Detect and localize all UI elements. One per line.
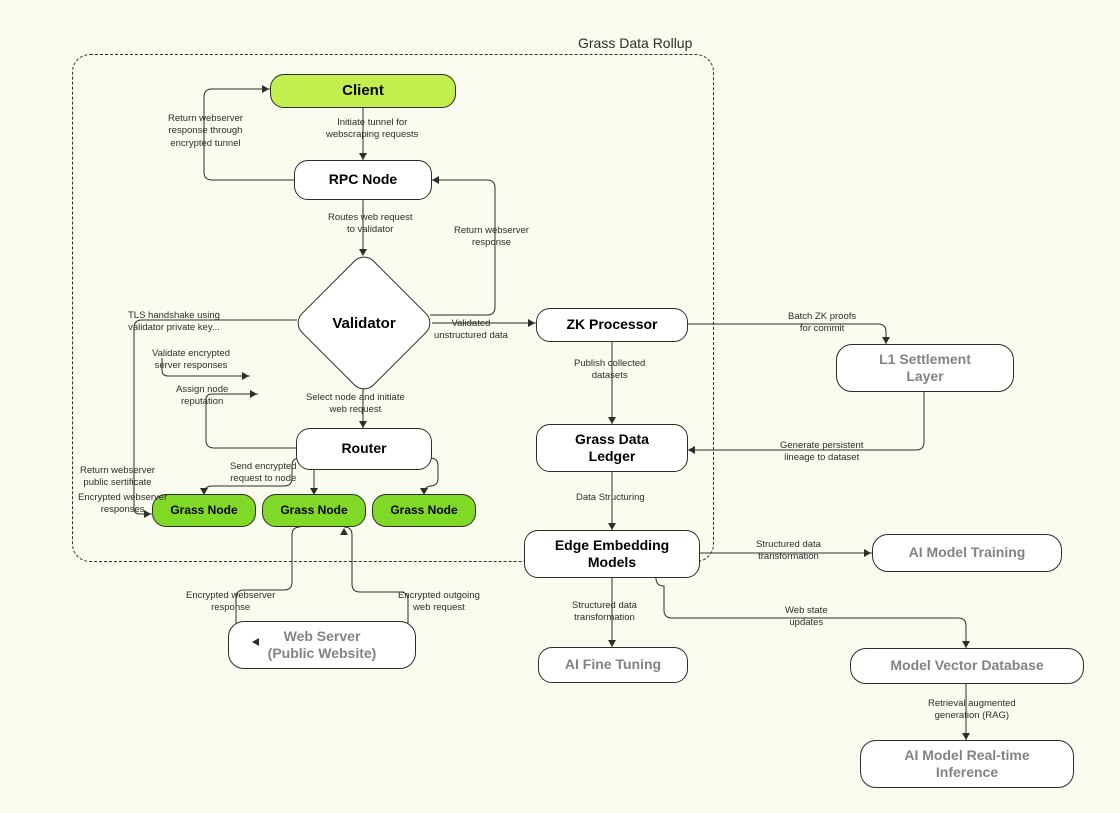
edge-label: Return webserver public sertificate	[80, 465, 155, 490]
edge-label: Batch ZK proofs for commit	[788, 311, 856, 336]
edge-label: Validated unstructured data	[434, 318, 508, 343]
edge-label: Publish collected datasets	[574, 358, 645, 383]
arrow-icon	[262, 85, 269, 93]
edge-label: Structured data transformation	[756, 539, 821, 564]
node-vectordb: Model Vector Database	[850, 648, 1084, 684]
arrow-icon	[200, 488, 208, 495]
edge-label: TLS handshake using validator private ke…	[128, 310, 220, 335]
arrow-icon	[882, 337, 890, 344]
node-grass-1: Grass Node	[152, 494, 256, 527]
arrow-icon	[310, 488, 318, 495]
edge-label: Select node and initiate web request	[306, 392, 405, 417]
edge-label: Encrypted webserver response	[186, 590, 275, 615]
arrow-icon	[608, 640, 616, 647]
node-infer: AI Model Real-time Inference	[860, 740, 1074, 788]
node-ledger: Grass Data Ledger	[536, 424, 688, 472]
arrow-icon	[608, 523, 616, 530]
arrow-icon	[250, 390, 257, 398]
arrow-icon	[359, 421, 367, 428]
arrow-icon	[420, 488, 428, 495]
rollup-title: Grass Data Rollup	[578, 35, 692, 51]
arrow-icon	[688, 446, 695, 454]
edge-label: Encrypted outgoing web request	[398, 590, 480, 615]
arrow-icon	[340, 528, 348, 535]
edge-label: Encrypted webserver responses	[78, 492, 167, 517]
edge-label: Routes web request to validator	[328, 212, 413, 237]
arrow-icon	[962, 641, 970, 648]
arrow-icon	[528, 319, 535, 327]
node-grass-2: Grass Node	[262, 494, 366, 527]
node-zk: ZK Processor	[536, 308, 688, 342]
arrow-icon	[864, 549, 871, 557]
edge-label: Web state updates	[785, 605, 828, 630]
node-client: Client	[270, 74, 456, 108]
edge-label: Initiate tunnel for webscraping requests	[326, 117, 418, 142]
edge-label: Assign node reputation	[176, 384, 228, 409]
node-edge: Edge Embedding Models	[524, 530, 700, 578]
arrow-icon	[359, 249, 367, 256]
arrow-icon	[359, 153, 367, 160]
arrow-icon	[242, 372, 249, 380]
edge-label: Send encrypted request to node	[230, 461, 297, 486]
node-grass-3: Grass Node	[372, 494, 476, 527]
node-rpc: RPC Node	[294, 160, 432, 200]
edge-label: Data Structuring	[576, 492, 645, 504]
edge-label: Generate persistent lineage to dataset	[780, 440, 863, 465]
edge-label: Structured data transformation	[572, 600, 637, 625]
arrow-icon	[608, 417, 616, 424]
node-l1: L1 Settlement Layer	[836, 344, 1014, 392]
edge-label: Return webserver response	[454, 225, 529, 250]
arrow-icon	[962, 733, 970, 740]
edge-label: Return webserver response through encryp…	[168, 113, 243, 150]
node-finetune: AI Fine Tuning	[538, 647, 688, 683]
edge-label: Validate encrypted server responses	[152, 348, 230, 373]
edge-label: Retrieval augmented generation (RAG)	[928, 698, 1016, 723]
node-train: AI Model Training	[872, 534, 1062, 572]
node-router: Router	[296, 428, 432, 470]
arrow-icon	[252, 638, 259, 646]
arrow-icon	[432, 176, 439, 184]
